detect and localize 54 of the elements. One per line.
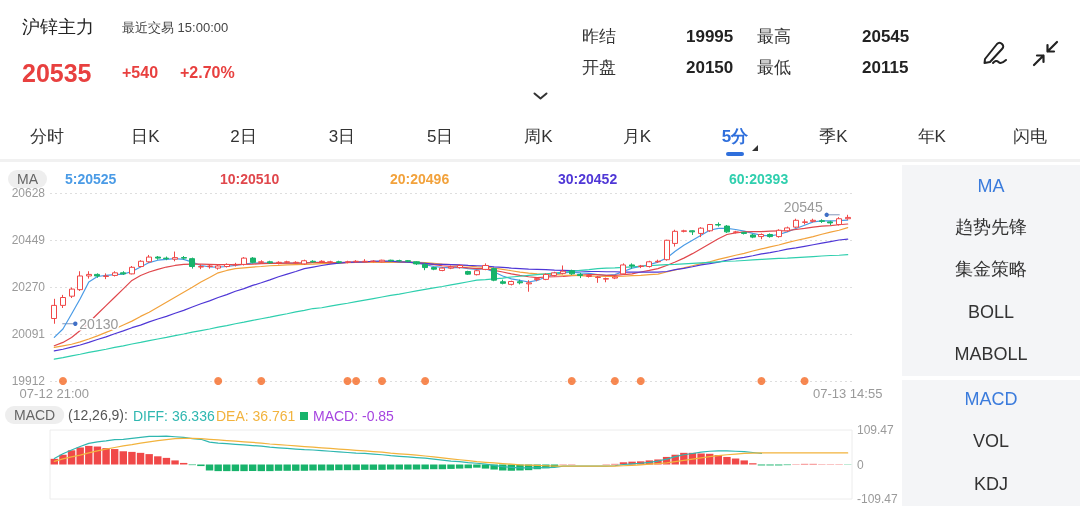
- text: 周K: [524, 126, 553, 148]
- text: 集金策略: [955, 259, 1027, 281]
- text: 季K: [819, 126, 848, 148]
- text: 闪电: [1013, 126, 1047, 148]
- text: 5日: [426, 126, 454, 148]
- legend-title: MACD: [14, 407, 56, 423]
- y-tick-label: 20270: [11, 280, 46, 294]
- text: 沪锌主力: [22, 17, 94, 39]
- series-label: DIFF: 36.336: [133, 408, 215, 424]
- y-tick-label: 109.47: [857, 423, 895, 437]
- y-tick-label: 20628: [11, 186, 46, 200]
- text: 分时: [30, 126, 64, 148]
- text: 昨结: [582, 26, 616, 48]
- series-label: DEA: 36.761: [216, 408, 296, 424]
- y-tick-label: 19912: [11, 374, 46, 388]
- x-tick-label: 07-13 14:55: [812, 386, 883, 401]
- text: 趋势先锋: [955, 217, 1027, 239]
- text: 2日: [230, 126, 257, 148]
- text: 年K: [917, 126, 946, 148]
- chart-subtitle: (12,26,9):: [68, 407, 128, 423]
- text: BOLL: [967, 302, 1015, 324]
- text: MA: [977, 176, 1005, 198]
- text: VOL: [972, 431, 1010, 453]
- y-tick-label: -109.47: [857, 492, 899, 506]
- legend-title: MA: [17, 171, 39, 187]
- text: KDJ: [973, 474, 1009, 496]
- text: 20150: [686, 57, 734, 79]
- text: 19995: [686, 26, 734, 48]
- text: +540: [122, 63, 159, 83]
- text: 10:20510: [220, 171, 280, 187]
- text: 最近交易 15:00:00: [122, 20, 229, 36]
- text: 30:20452: [558, 171, 618, 187]
- text: MACD: [964, 389, 1018, 411]
- y-tick-label: 20449: [11, 233, 46, 247]
- text: 5:20525: [65, 171, 117, 187]
- text: 月K: [622, 126, 651, 148]
- text: MABOLL: [954, 344, 1028, 366]
- text: 最低: [757, 57, 791, 79]
- text: 最高: [757, 26, 791, 48]
- text: 60:20393: [729, 171, 789, 187]
- text: 20535: [22, 58, 92, 88]
- y-tick-label: 20091: [11, 327, 46, 341]
- text: 开盘: [582, 57, 616, 79]
- text: 20:20496: [390, 171, 450, 187]
- text: +2.70%: [180, 63, 235, 83]
- x-tick-label: 07-12 21:00: [19, 386, 90, 401]
- legend-label: MACD: -0.85: [313, 408, 395, 424]
- text: 20115: [862, 57, 909, 79]
- text: 3日: [328, 126, 356, 148]
- text: 5分: [721, 126, 749, 148]
- annotation: 20545: [783, 198, 823, 215]
- text: 20545: [862, 26, 910, 48]
- text: 日K: [131, 126, 160, 148]
- y-tick-label: 0: [857, 457, 864, 472]
